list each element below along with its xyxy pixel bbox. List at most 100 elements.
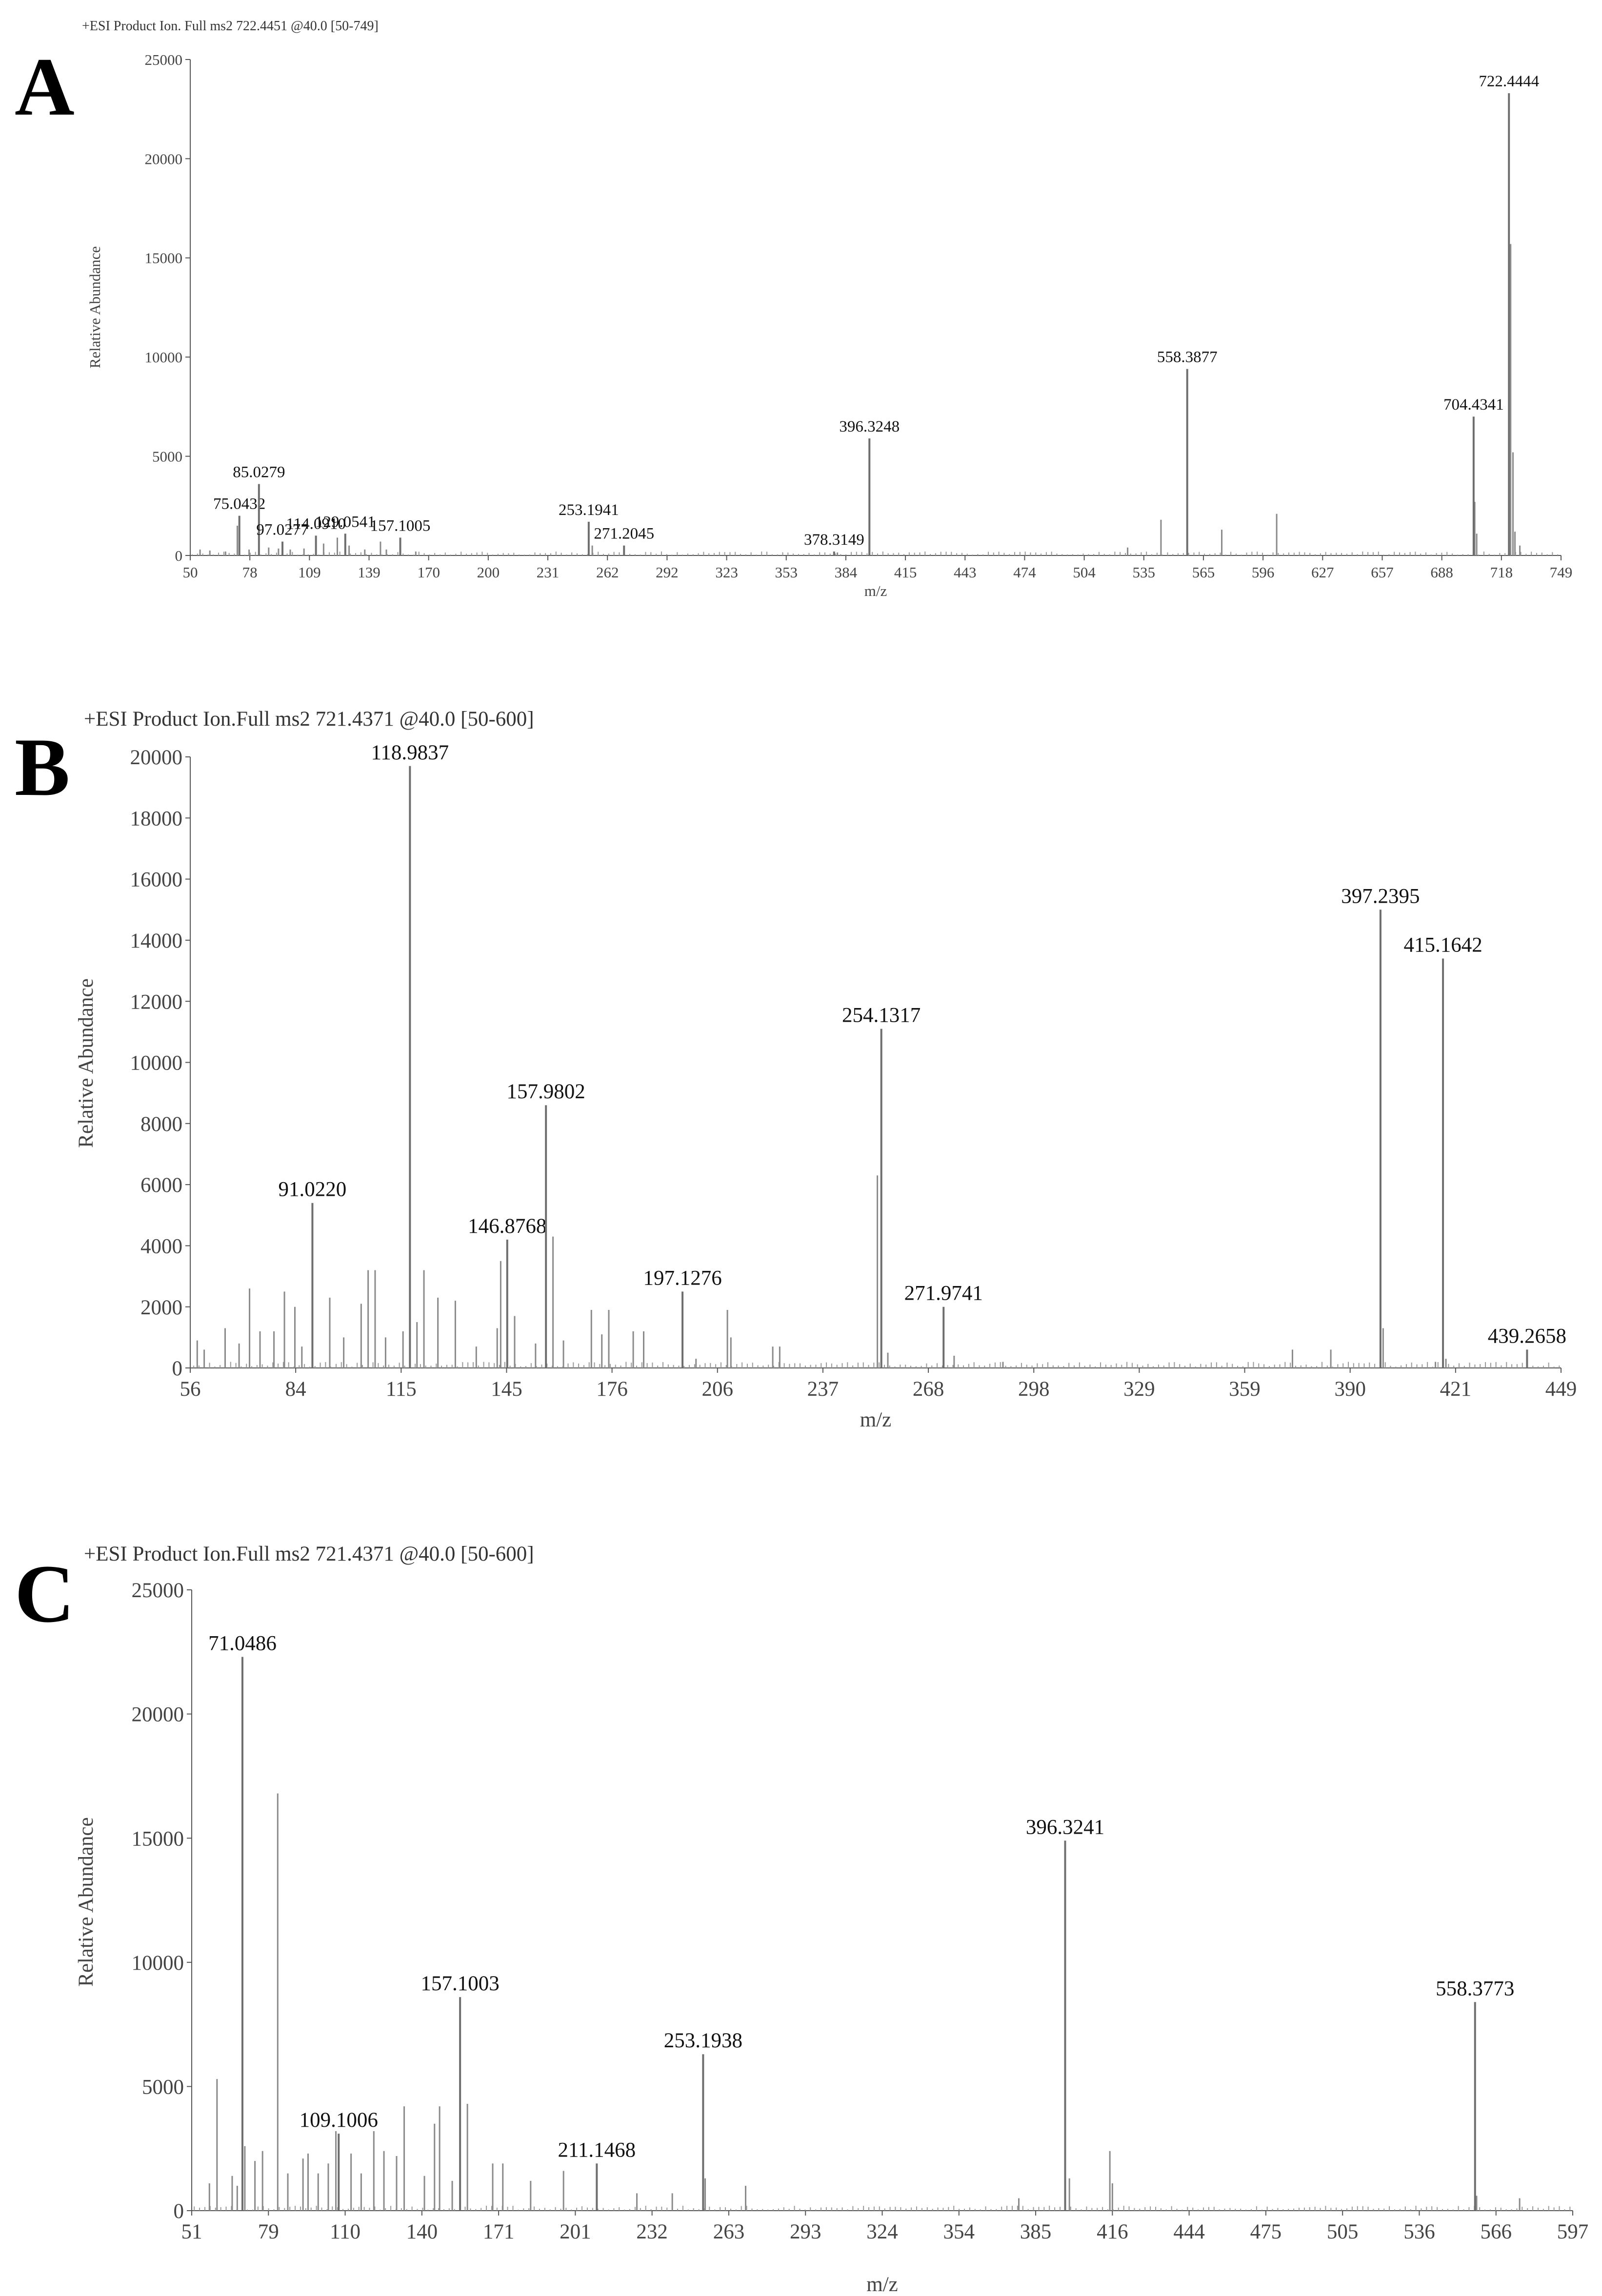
y-tick-label: 0 xyxy=(174,2200,184,2223)
y-tick-label: 15000 xyxy=(132,1827,184,1850)
x-tick-label: 385 xyxy=(1020,2220,1052,2243)
y-tick-label: 16000 xyxy=(130,869,183,891)
x-tick-label: 390 xyxy=(1334,1378,1366,1401)
x-tick-label: 206 xyxy=(702,1378,734,1401)
y-tick-label: 10000 xyxy=(132,1952,184,1975)
x-tick-label: 504 xyxy=(1073,564,1096,581)
peak-label: 253.1941 xyxy=(559,501,619,519)
peak-label: 558.3773 xyxy=(1436,1977,1514,2000)
x-tick-label: 536 xyxy=(1403,2220,1435,2243)
x-tick-label: 140 xyxy=(406,2220,438,2243)
x-axis-title: m/z xyxy=(864,582,887,599)
peak-label: 396.3248 xyxy=(839,418,900,435)
y-tick-label: 20000 xyxy=(132,1703,184,1726)
panel-letter: B xyxy=(15,721,70,813)
spectrum-panel-c: C +ESI Product Ion.Full ms2 721.4371 @40.… xyxy=(15,1543,1588,2296)
x-tick-label: 324 xyxy=(866,2220,898,2243)
x-tick-label: 50 xyxy=(183,564,198,581)
peak-label: 85.0279 xyxy=(233,464,285,481)
y-tick-label: 10000 xyxy=(130,1052,183,1075)
y-tick-label: 15000 xyxy=(145,250,183,267)
x-tick-label: 421 xyxy=(1440,1378,1472,1401)
x-tick-label: 171 xyxy=(483,2220,515,2243)
x-tick-label: 565 xyxy=(1192,564,1215,581)
x-tick-label: 718 xyxy=(1490,564,1513,581)
peak-label: 558.3877 xyxy=(1157,349,1218,366)
x-tick-label: 416 xyxy=(1097,2220,1128,2243)
x-tick-label: 749 xyxy=(1550,564,1573,581)
peak-label: 157.1003 xyxy=(421,1972,500,1995)
x-tick-label: 657 xyxy=(1371,564,1394,581)
x-tick-label: 298 xyxy=(1018,1378,1050,1401)
x-tick-label: 237 xyxy=(807,1378,839,1401)
peak-label: 75.0432 xyxy=(213,495,265,513)
x-tick-label: 115 xyxy=(386,1378,417,1401)
peak-label: 722.4444 xyxy=(1479,73,1539,90)
y-tick-label: 10000 xyxy=(145,349,183,366)
peak-label: 91.0220 xyxy=(279,1178,347,1201)
peak-label: 146.8768 xyxy=(468,1215,546,1238)
peak-label: 396.3241 xyxy=(1026,1816,1104,1839)
x-tick-label: 200 xyxy=(477,564,500,581)
peak-label: 129.0541 xyxy=(315,513,376,531)
x-tick-label: 84 xyxy=(285,1378,306,1401)
peak-label: 118.9837 xyxy=(371,741,449,764)
x-tick-label: 176 xyxy=(596,1378,628,1401)
x-tick-label: 474 xyxy=(1013,564,1036,581)
x-axis-title: m/z xyxy=(866,2273,898,2296)
y-tick-label: 20000 xyxy=(145,150,183,167)
x-tick-label: 231 xyxy=(537,564,560,581)
peak-label: 71.0486 xyxy=(208,1632,277,1655)
x-tick-label: 354 xyxy=(943,2220,975,2243)
x-tick-label: 627 xyxy=(1311,564,1334,581)
x-tick-label: 170 xyxy=(417,564,440,581)
panel-letter: A xyxy=(15,41,75,133)
x-tick-label: 475 xyxy=(1250,2220,1282,2243)
peak-label: 271.2045 xyxy=(594,525,654,543)
y-tick-label: 8000 xyxy=(140,1113,182,1136)
x-tick-label: 444 xyxy=(1173,2220,1205,2243)
x-tick-label: 329 xyxy=(1123,1378,1155,1401)
peak-label: 415.1642 xyxy=(1403,933,1482,956)
x-tick-label: 78 xyxy=(242,564,258,581)
y-tick-label: 18000 xyxy=(130,807,183,830)
peak-label: 97.0277 xyxy=(256,521,308,539)
x-tick-label: 353 xyxy=(775,564,798,581)
x-tick-label: 292 xyxy=(656,564,679,581)
x-tick-label: 449 xyxy=(1545,1378,1577,1401)
y-tick-label: 12000 xyxy=(130,990,183,1013)
x-tick-label: 145 xyxy=(491,1378,522,1401)
x-tick-label: 110 xyxy=(330,2220,360,2243)
x-tick-label: 263 xyxy=(713,2220,745,2243)
peak-label: 109.1006 xyxy=(300,2109,378,2132)
peak-label: 378.3149 xyxy=(804,531,864,549)
x-tick-label: 268 xyxy=(913,1378,944,1401)
x-tick-label: 688 xyxy=(1430,564,1453,581)
peak-label: 254.1317 xyxy=(842,1004,921,1027)
spectrum-panel-b: B +ESI Product Ion.Full ms2 721.4371 @40.… xyxy=(15,708,1577,1431)
x-tick-label: 359 xyxy=(1229,1378,1261,1401)
x-tick-label: 232 xyxy=(636,2220,668,2243)
peak-label: 114.0910 xyxy=(286,515,346,533)
x-tick-label: 79 xyxy=(258,2220,279,2243)
peak-label: 253.1938 xyxy=(664,2029,742,2052)
peak-label: 197.1276 xyxy=(643,1267,721,1289)
x-tick-label: 323 xyxy=(715,564,738,581)
x-tick-label: 596 xyxy=(1252,564,1275,581)
y-axis-title: Relative Abundance xyxy=(75,1817,98,1986)
x-tick-label: 201 xyxy=(560,2220,591,2243)
y-tick-label: 25000 xyxy=(132,1579,184,1602)
x-tick-label: 293 xyxy=(790,2220,821,2243)
x-tick-label: 51 xyxy=(181,2220,202,2243)
y-tick-label: 20000 xyxy=(130,746,183,769)
x-tick-label: 384 xyxy=(835,564,858,581)
x-tick-label: 505 xyxy=(1327,2220,1359,2243)
y-tick-label: 5000 xyxy=(152,448,182,465)
y-axis-title: Relative Abundance xyxy=(75,978,98,1148)
y-tick-label: 0 xyxy=(172,1357,183,1380)
x-tick-label: 597 xyxy=(1557,2220,1589,2243)
spectrum-panel-a: A +ESI Product Ion. Full ms2 722.4451 @40… xyxy=(15,19,1572,599)
peak-label: 439.2658 xyxy=(1488,1325,1566,1347)
panel-letter: C xyxy=(15,1548,75,1640)
